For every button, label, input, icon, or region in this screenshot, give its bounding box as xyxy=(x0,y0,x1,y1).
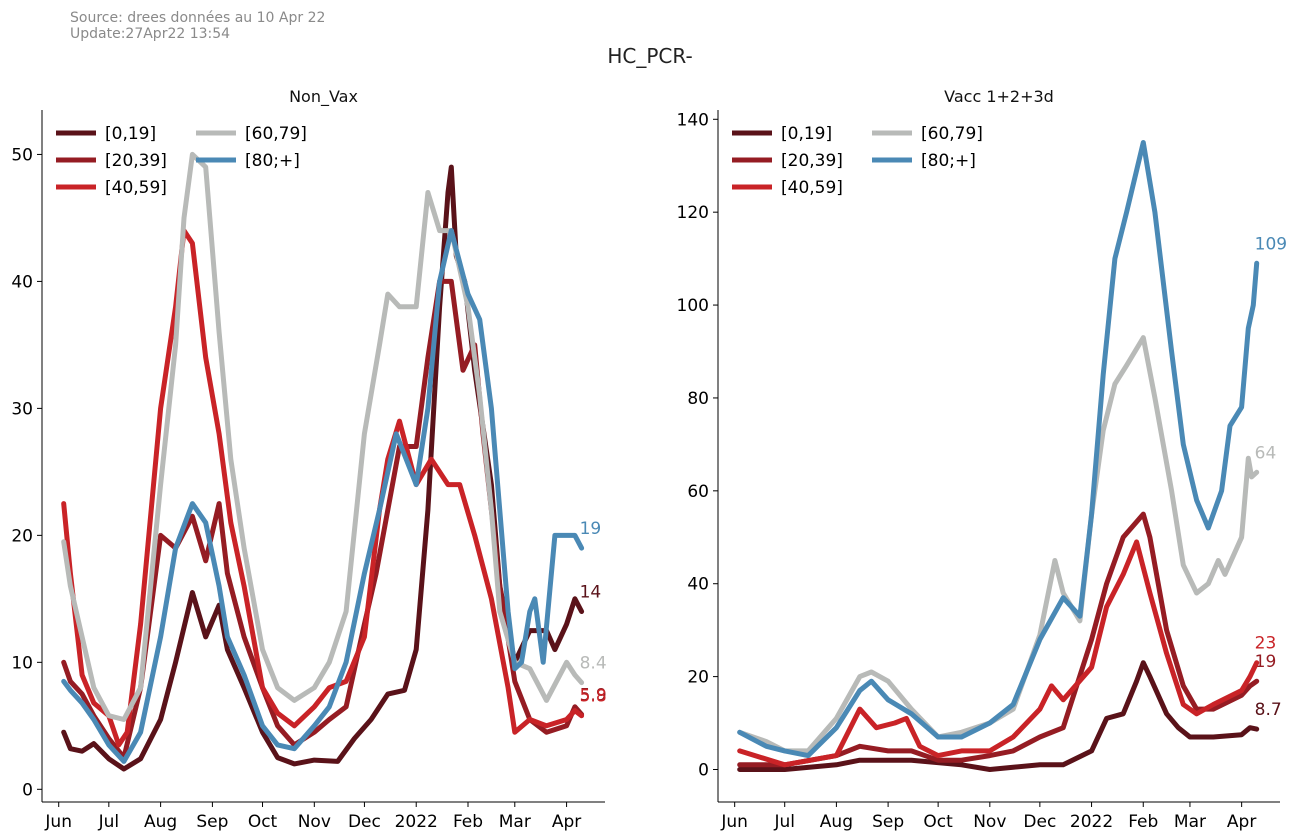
x-tick-label: Mar xyxy=(1174,812,1206,832)
x-tick-label: Aug xyxy=(820,812,853,832)
x-tick-label: Sep xyxy=(196,812,228,832)
x-tick-label: Dec xyxy=(348,812,381,832)
chart-panel-2: Vacc 1+2+3d 0 20 40 60 80 100 120 140 Jun Jul Aug Se… xyxy=(677,87,1288,832)
legend-label: [20,39] xyxy=(781,151,843,171)
x-tick-label: Nov xyxy=(298,812,331,832)
legend-label: [80;+] xyxy=(921,151,976,171)
x-tick-label: Jun xyxy=(720,812,748,832)
update-line: Update:27Apr22 13:54 xyxy=(70,26,231,42)
x-tick-label: Jul xyxy=(773,812,795,832)
end-label: 8.4 xyxy=(580,654,607,674)
y-tick-label: 40 xyxy=(687,575,709,595)
x-tick-label: Jul xyxy=(98,812,120,832)
end-label: 64 xyxy=(1255,443,1277,463)
series-line-80+ xyxy=(737,140,1260,759)
x-tick-label: Mar xyxy=(499,812,531,832)
y-tick-label: 10 xyxy=(11,653,33,673)
series-line-4059 xyxy=(61,228,585,748)
y-tick-label: 60 xyxy=(687,482,709,502)
end-label: 23 xyxy=(1255,634,1277,654)
y-tick-label: 20 xyxy=(687,668,709,688)
legend-label: [40,59] xyxy=(105,178,167,198)
y-tick-label: 0 xyxy=(22,780,33,800)
panel-title: Non_Vax xyxy=(289,87,358,107)
legend-label: [20,39] xyxy=(105,151,167,171)
x-tick-label: Nov xyxy=(973,812,1006,832)
end-label: 19 xyxy=(580,519,602,539)
y-tick-label: 120 xyxy=(677,203,709,223)
series-line-6079 xyxy=(737,335,1260,754)
legend-label: [0,19] xyxy=(781,124,832,144)
y-tick-label: 50 xyxy=(11,145,33,165)
panel-title: Vacc 1+2+3d xyxy=(944,87,1054,106)
legend-label: [60,79] xyxy=(245,124,307,144)
y-tick-label: 0 xyxy=(698,760,709,780)
legend-label: [0,19] xyxy=(105,124,156,144)
end-label: 5.9 xyxy=(580,685,607,705)
figure-title: HC_PCR- xyxy=(607,44,693,68)
y-tick-label: 140 xyxy=(677,110,709,130)
legend-label: [60,79] xyxy=(921,124,983,144)
y-tick-label: 30 xyxy=(11,399,33,419)
series-line-6079 xyxy=(61,151,585,722)
legend-label: [40,59] xyxy=(781,178,843,198)
x-tick-label: Sep xyxy=(872,812,904,832)
x-tick-label: Oct xyxy=(923,812,953,832)
series-line-80+ xyxy=(61,228,585,764)
y-tick-label: 80 xyxy=(687,389,709,409)
x-tick-label: Aug xyxy=(144,812,177,832)
end-label: 109 xyxy=(1255,234,1287,254)
x-tick-label: Dec xyxy=(1023,812,1056,832)
chart-panel-1: Non_Vax 0 10 20 30 40 50 Jun Jul Aug Sep Oct Nov Dec 2… xyxy=(11,87,606,832)
source-line: Source: drees données au 10 Apr 22 xyxy=(70,10,326,26)
y-tick-label: 20 xyxy=(11,526,33,546)
end-label: 5.8 xyxy=(580,687,607,707)
x-tick-label: 2022 xyxy=(1070,812,1113,832)
y-tick-label: 40 xyxy=(11,272,33,292)
x-tick-label: Jun xyxy=(44,812,72,832)
y-tick-label: 100 xyxy=(677,296,709,316)
source-note: Source: drees données au 10 Apr 22 Updat… xyxy=(70,10,325,42)
series-line-4059 xyxy=(737,539,1260,768)
legend-label: [80;+] xyxy=(245,151,300,171)
x-tick-label: Feb xyxy=(453,812,483,832)
series-line-019 xyxy=(737,660,1260,772)
x-tick-label: Apr xyxy=(552,812,581,832)
x-tick-label: Oct xyxy=(248,812,278,832)
end-label: 14 xyxy=(580,583,602,603)
end-label: 8.7 xyxy=(1255,700,1282,720)
end-label: 19 xyxy=(1255,652,1277,672)
x-tick-label: 2022 xyxy=(395,812,438,832)
x-tick-label: Apr xyxy=(1227,812,1256,832)
x-tick-label: Feb xyxy=(1128,812,1158,832)
